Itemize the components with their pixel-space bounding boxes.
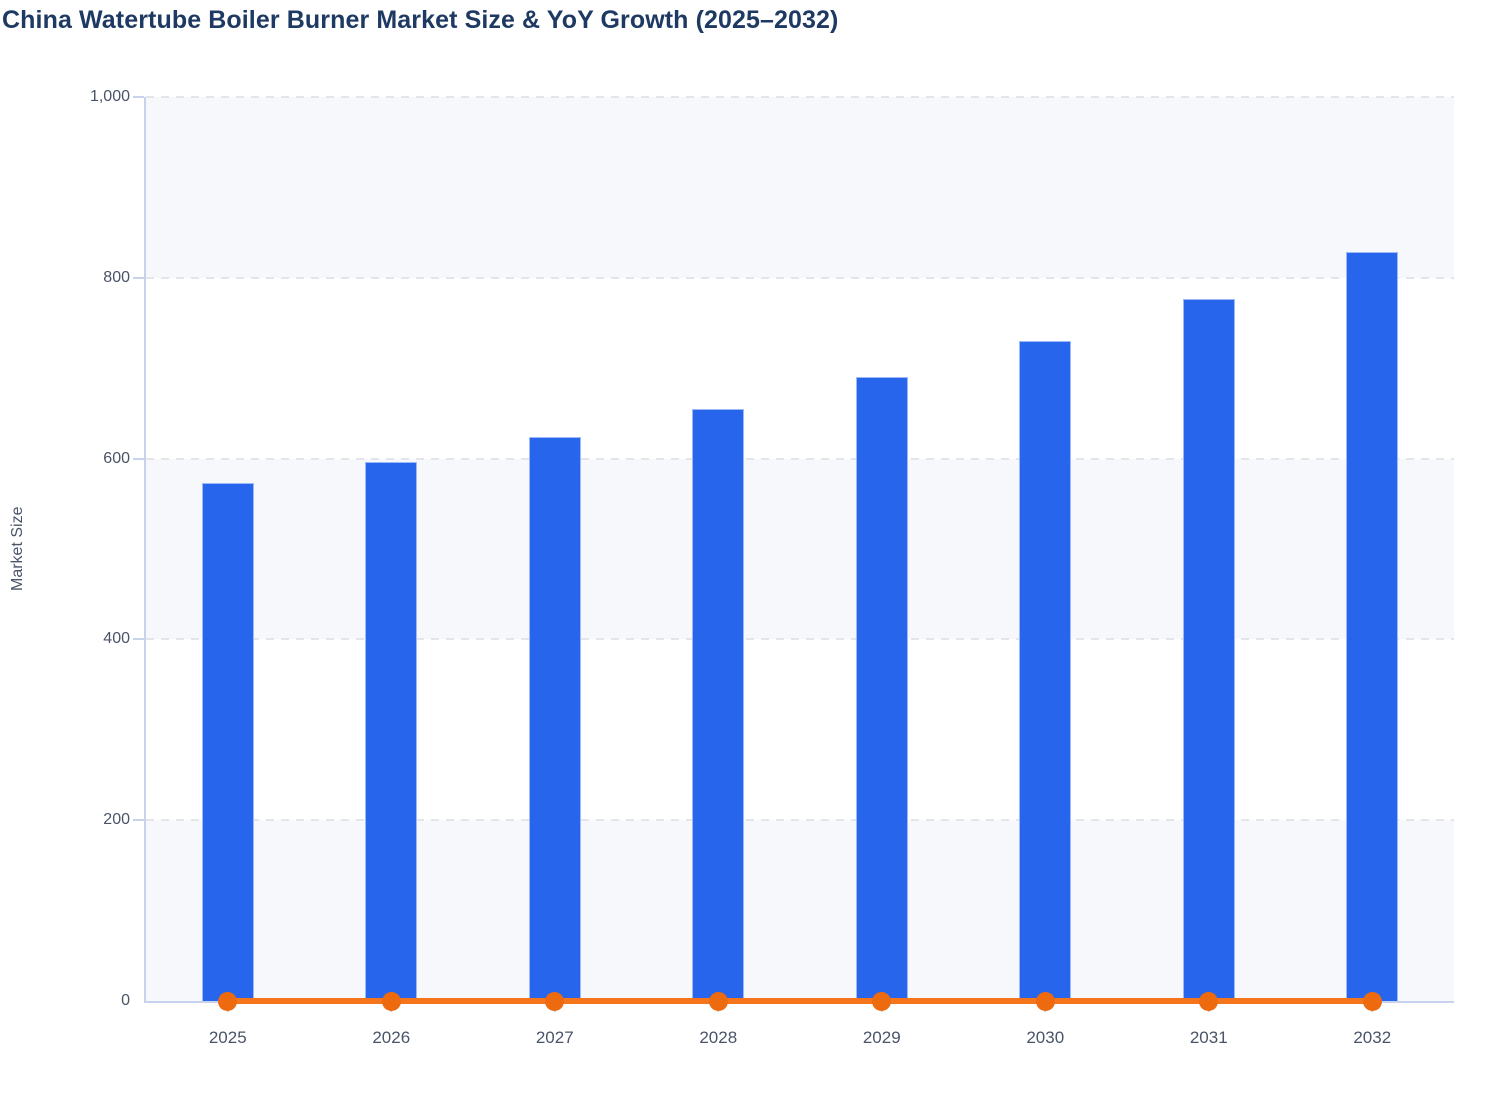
- y-tick-label: 1,000: [89, 88, 130, 105]
- plot-band: [146, 820, 1454, 1001]
- x-tick-label: 2027: [535, 1028, 574, 1047]
- yoy-growth-marker-2027[interactable]: [545, 991, 565, 1011]
- y-tick-label: 600: [103, 449, 130, 467]
- gridline: [146, 819, 1454, 822]
- y-tick-mark: [133, 819, 144, 822]
- y-tick-label: 800: [103, 268, 130, 286]
- yoy-growth-line: [227, 998, 1373, 1004]
- bar-2031[interactable]: [1182, 298, 1235, 1001]
- gridline: [146, 638, 1454, 641]
- x-tick-label: 2026: [372, 1028, 411, 1047]
- bar-2025[interactable]: [201, 483, 254, 1001]
- yoy-growth-marker-2028[interactable]: [708, 991, 728, 1011]
- y-axis-title: Market Size: [9, 506, 26, 592]
- x-tick-label: 2029: [862, 1028, 901, 1047]
- y-tick-label: 0: [121, 992, 130, 1009]
- gridline: [146, 457, 1454, 460]
- bar-2032[interactable]: [1346, 251, 1399, 1001]
- yoy-growth-marker-2025[interactable]: [218, 991, 238, 1011]
- x-tick-label: 2025: [208, 1028, 247, 1047]
- y-tick-label: 200: [103, 811, 130, 829]
- y-tick-label: 400: [103, 630, 130, 648]
- y-tick-mark: [133, 276, 144, 279]
- gridline: [146, 96, 1454, 98]
- y-tick-mark: [133, 96, 144, 98]
- yoy-growth-marker-2031[interactable]: [1199, 991, 1219, 1011]
- y-tick-mark: [133, 457, 144, 460]
- bar-2030[interactable]: [1019, 341, 1072, 1001]
- plot-band: [146, 97, 1454, 278]
- bar-2029[interactable]: [855, 377, 908, 1001]
- bar-2027[interactable]: [528, 436, 581, 1001]
- x-tick-label: 2028: [699, 1028, 738, 1047]
- bar-2026[interactable]: [365, 462, 418, 1001]
- x-tick-label: 2032: [1353, 1028, 1392, 1047]
- plot-band: [146, 458, 1454, 640]
- y-tick-mark: [133, 638, 144, 641]
- yoy-growth-marker-2029[interactable]: [872, 991, 892, 1011]
- plot-area: 0 200 400 600 800 1,000 2025 2026 2027 2028 2029 20…: [90, 88, 1454, 1047]
- yoy-growth-marker-2026[interactable]: [381, 991, 401, 1011]
- bar-2028[interactable]: [692, 408, 745, 1001]
- x-tick-label: 2030: [1026, 1028, 1065, 1047]
- gridline: [146, 276, 1454, 279]
- yoy-growth-marker-2030[interactable]: [1035, 991, 1055, 1011]
- chart-title: China Watertube Boiler Burner Market Siz…: [2, 6, 839, 34]
- yoy-growth-marker-2032[interactable]: [1362, 991, 1382, 1011]
- x-tick-label: 2031: [1189, 1028, 1228, 1047]
